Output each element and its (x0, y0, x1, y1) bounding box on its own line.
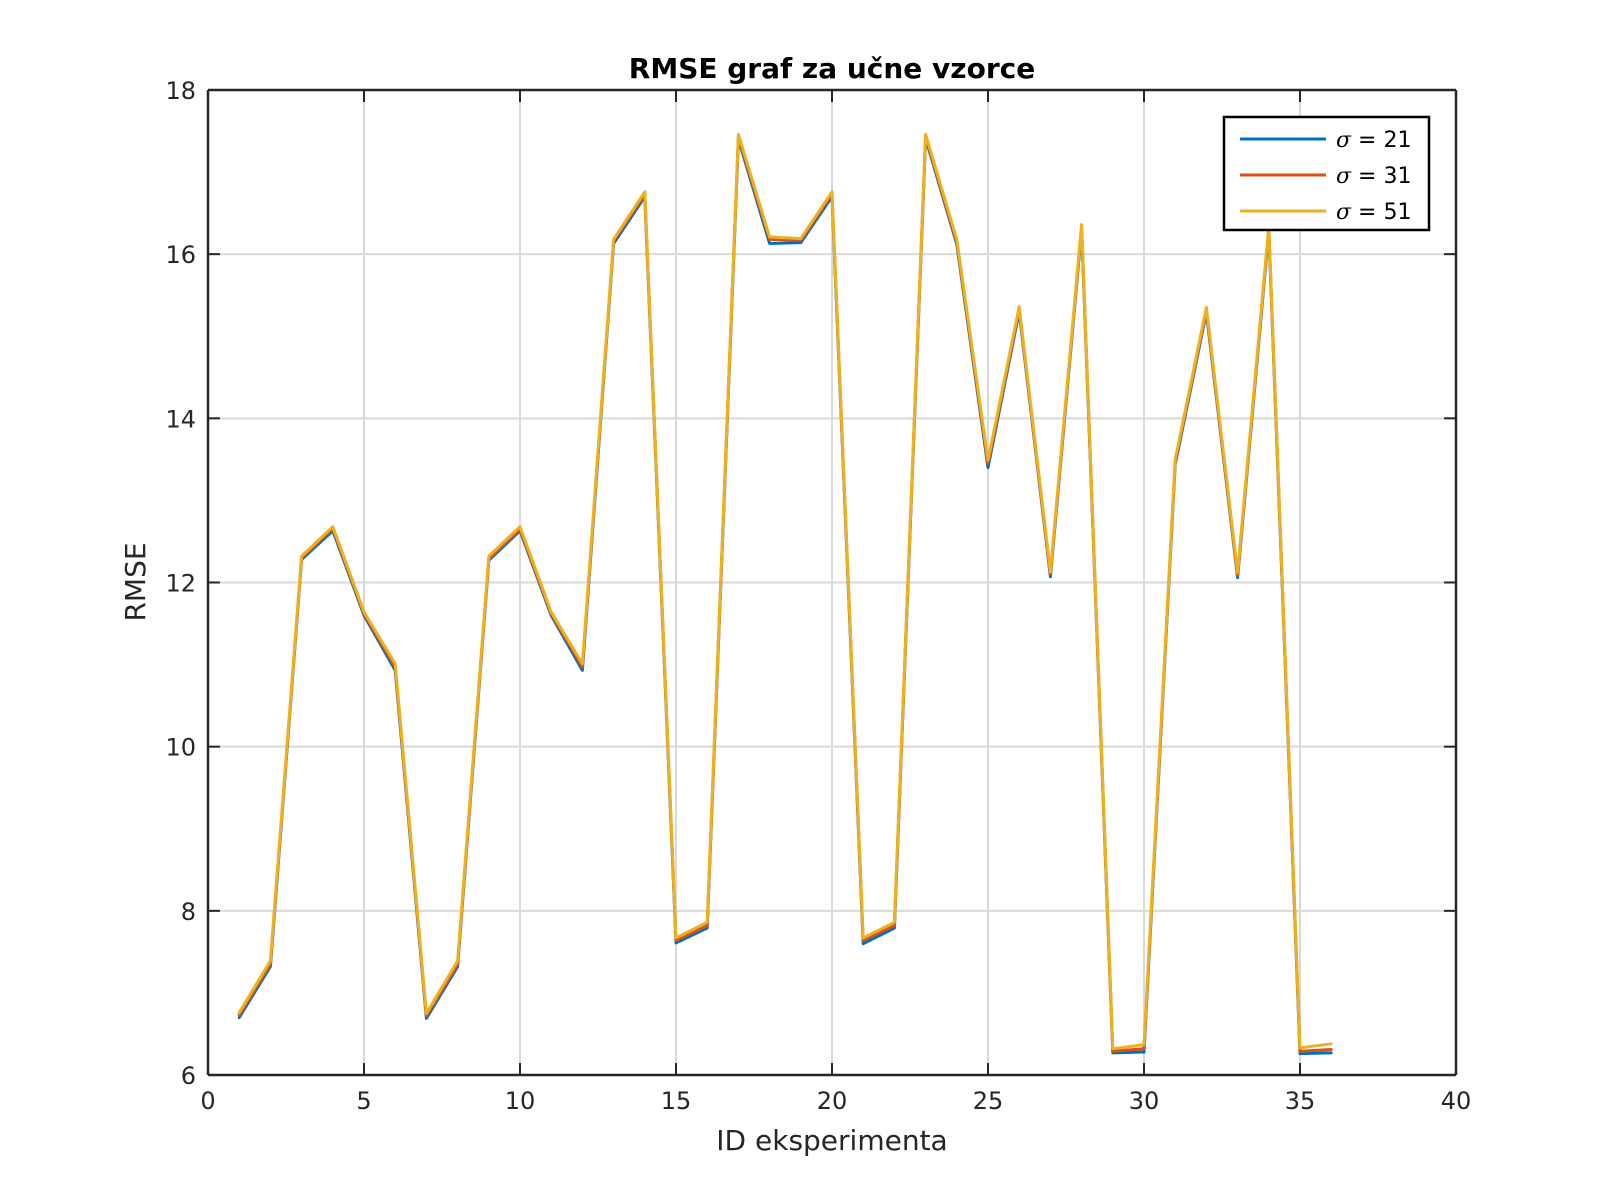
x-tick-label: 40 (1441, 1087, 1472, 1115)
legend-label-1: σ = 21 (1336, 128, 1411, 153)
series-layer (237, 132, 1333, 1056)
legend-sigma-value: = 51 (1351, 200, 1411, 225)
chart-title: RMSE graf za učne vzorce (629, 52, 1035, 85)
y-tick-label: 8 (181, 898, 196, 926)
y-tick-label: 18 (165, 77, 196, 105)
x-tick-label: 30 (1129, 1087, 1160, 1115)
x-tick-label: 35 (1285, 1087, 1316, 1115)
y-tick-label: 12 (165, 570, 196, 598)
legend-label-3: σ = 51 (1336, 200, 1411, 225)
x-tick-label: 15 (661, 1087, 692, 1115)
legend-label-2: σ = 31 (1336, 164, 1411, 189)
x-tick-label: 0 (200, 1087, 215, 1115)
x-axis-label: ID eksperimenta (716, 1124, 947, 1157)
y-axis-label: RMSE (119, 542, 152, 621)
legend-sigma-symbol: σ (1336, 128, 1352, 153)
x-tick-label: 5 (356, 1087, 371, 1115)
legend-sigma-value: = 31 (1351, 164, 1411, 189)
x-tick-label: 10 (505, 1087, 536, 1115)
ticks: 0 5 10 15 20 25 30 35 40 6 8 10 12 14 16 18 (165, 77, 1471, 1115)
y-tick-label: 14 (165, 405, 196, 433)
legend-sigma-symbol: σ (1336, 200, 1352, 225)
legend-sigma-value: = 21 (1351, 128, 1411, 153)
x-tick-label: 20 (817, 1087, 848, 1115)
legend-sigma-symbol: σ (1336, 164, 1352, 189)
legend: σ = 21σ = 31σ = 51 (1222, 115, 1431, 232)
y-tick-label: 10 (165, 734, 196, 762)
x-tick-label: 25 (973, 1087, 1004, 1115)
y-tick-label: 16 (165, 241, 196, 269)
y-tick-label: 6 (181, 1062, 196, 1090)
series-line-3 (237, 132, 1333, 1051)
